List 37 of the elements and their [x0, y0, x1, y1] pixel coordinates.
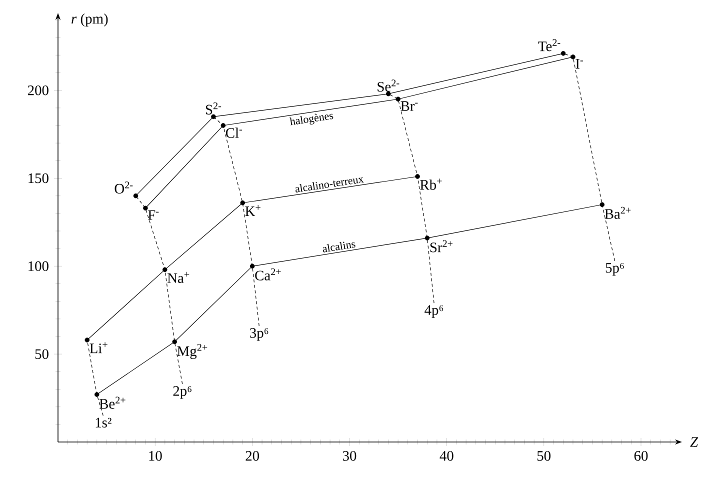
annotation: Ba$^{2+}$ — [604, 206, 631, 219]
annotation: Sr$^{2+}$ — [430, 240, 453, 252]
annotation: Se$^{2-}$ — [378, 80, 400, 92]
annotation: Ca$^{2+}$ — [255, 268, 281, 280]
annotation: Na$^{+}$ — [167, 272, 190, 283]
annotation: Mg$^{2+}$ — [177, 344, 208, 359]
x-tick-label: 10 — [149, 451, 162, 461]
text: alcalins — [323, 242, 356, 252]
annotation: O$^{2-}$ — [114, 182, 133, 194]
series-label: 3p⁶ — [250, 328, 268, 341]
x-tick-label: 60 — [634, 451, 648, 461]
y-axis-title: r (pm) — [72, 13, 108, 27]
series-label: 2p⁶ — [173, 386, 192, 399]
x-tick-label: 50 — [537, 451, 551, 461]
series-label: 1s² — [96, 418, 112, 428]
x-tick-label: 20 — [246, 451, 260, 461]
annotation: Cl$^{-}$ — [226, 128, 242, 138]
y-tick-label: 100 — [28, 261, 48, 272]
annotation: I$^{-}$ — [576, 59, 583, 69]
annotation: K$^{+}$ — [245, 205, 260, 216]
text: alcalino-terreux — [296, 177, 364, 192]
annotation: Rb$^{+}$ — [420, 178, 442, 190]
annotation: Br$^{-}$ — [400, 101, 418, 111]
annotation: F$^{-}$ — [148, 210, 159, 220]
annotation: Te$^{2-}$ — [538, 39, 560, 52]
y-tick-label: 50 — [35, 349, 48, 359]
x-tick-label: 40 — [440, 451, 454, 461]
series-label: 5p⁶ — [606, 263, 624, 276]
annotation: Li$^{+}$ — [90, 342, 108, 354]
y-tick-label: 150 — [28, 173, 48, 184]
annotation: Be$^{2+}$ — [99, 396, 126, 409]
annotation: S$^{2-}$ — [206, 102, 222, 115]
x-tick-label: 30 — [342, 451, 356, 461]
x-axis-title: Z — [690, 437, 698, 447]
text: halogènes — [289, 114, 334, 126]
y-tick-label: 200 — [28, 85, 48, 96]
series-label: 4p⁶ — [424, 305, 444, 318]
